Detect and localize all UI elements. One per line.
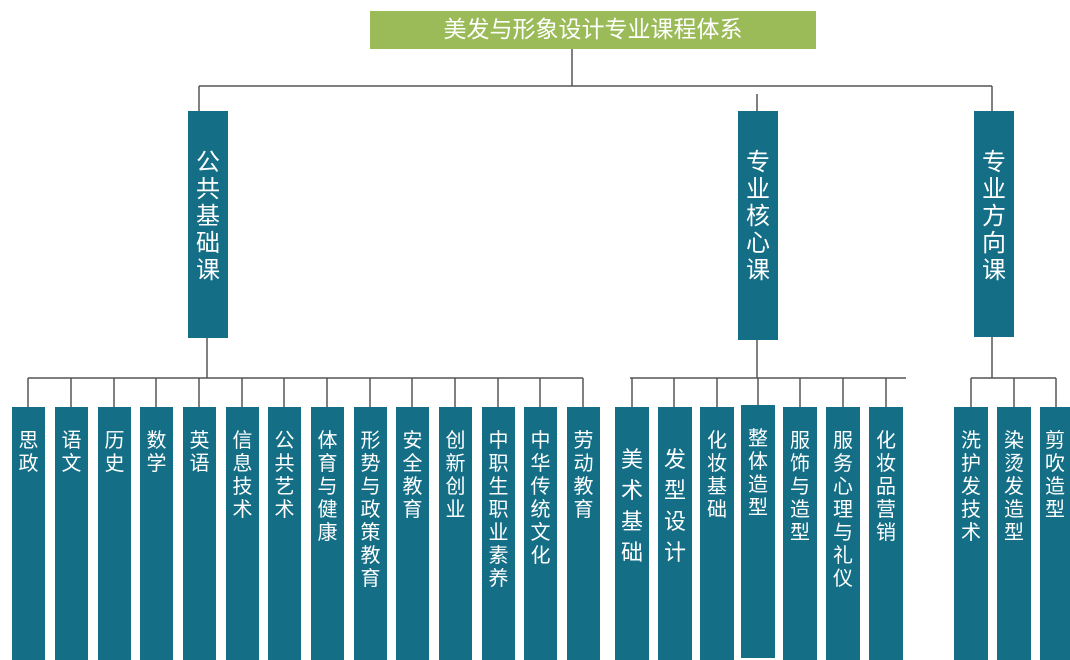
course-label: 英语 <box>189 428 210 475</box>
course-label: 历史 <box>104 428 125 475</box>
course-node: 劳动教育 <box>567 407 600 660</box>
course-node: 语文 <box>55 407 88 660</box>
course-label: 洗护发技术 <box>961 428 981 544</box>
course-label: 思政 <box>18 428 39 475</box>
course-label: 发型设计 <box>664 448 687 566</box>
course-node: 剪吹造型 <box>1040 407 1070 660</box>
category-professional-core: 专业核心课 <box>738 111 778 340</box>
course-node: 整体造型 <box>741 405 775 658</box>
root-node: 美发与形象设计专业课程体系 <box>370 11 816 49</box>
course-label: 数学 <box>146 428 167 475</box>
course-node: 公共艺术 <box>268 407 301 660</box>
category-professional-direction: 专业方向课 <box>974 111 1014 337</box>
category-label: 公共基础课 <box>196 148 220 284</box>
course-label: 信息技术 <box>232 428 253 521</box>
course-node: 化妆品营销 <box>869 407 903 660</box>
course-label: 劳动教育 <box>573 428 594 521</box>
course-node: 创新创业 <box>439 407 472 660</box>
course-label: 安全教育 <box>402 428 423 521</box>
course-node: 化妆基础 <box>700 407 734 660</box>
course-node: 染烫发造型 <box>997 407 1031 660</box>
course-node: 历史 <box>98 407 131 660</box>
course-node: 发型设计 <box>658 407 692 660</box>
course-label: 服饰与造型 <box>790 428 810 544</box>
course-node: 服务心理与礼仪 <box>826 407 860 660</box>
course-node: 形势与政策教育 <box>354 407 387 660</box>
course-node: 中职生职业素养 <box>482 407 515 660</box>
course-label: 体育与健康 <box>317 428 338 544</box>
course-label: 剪吹造型 <box>1045 428 1065 521</box>
course-label: 整体造型 <box>748 426 768 519</box>
course-label: 中职生职业素养 <box>488 428 509 590</box>
course-label: 服务心理与礼仪 <box>833 428 853 590</box>
course-node: 思政 <box>12 407 45 660</box>
course-label: 语文 <box>61 428 82 475</box>
course-node: 美术基础 <box>615 407 649 660</box>
course-node: 中华传统文化 <box>524 407 557 660</box>
course-node: 安全教育 <box>396 407 429 660</box>
course-node: 洗护发技术 <box>954 407 988 660</box>
category-public-basic: 公共基础课 <box>188 111 228 338</box>
course-label: 公共艺术 <box>274 428 295 521</box>
course-node: 信息技术 <box>226 407 259 660</box>
course-label: 创新创业 <box>445 428 466 521</box>
course-node: 服饰与造型 <box>783 407 817 660</box>
category-label: 专业核心课 <box>746 148 770 284</box>
course-node: 英语 <box>183 407 216 660</box>
course-label: 化妆基础 <box>707 428 727 521</box>
course-label: 化妆品营销 <box>876 428 896 544</box>
course-label: 美术基础 <box>621 448 644 566</box>
course-label: 染烫发造型 <box>1004 428 1024 544</box>
course-label: 形势与政策教育 <box>360 428 381 590</box>
course-label: 中华传统文化 <box>530 428 551 567</box>
category-label: 专业方向课 <box>982 148 1006 284</box>
course-node: 体育与健康 <box>311 407 344 660</box>
course-node: 数学 <box>140 407 173 660</box>
root-title: 美发与形象设计专业课程体系 <box>443 17 743 43</box>
